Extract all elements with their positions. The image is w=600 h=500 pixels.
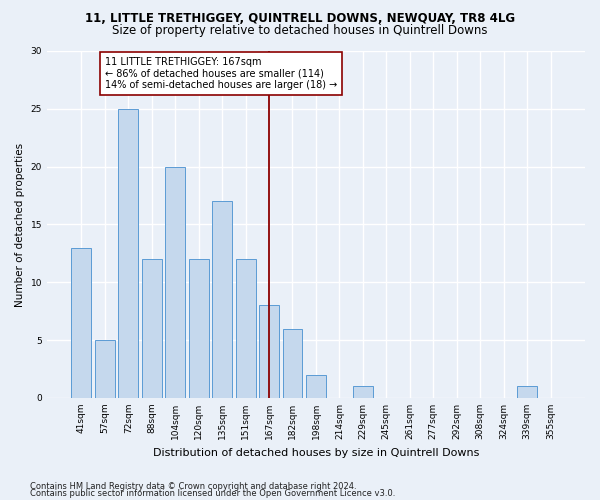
Bar — [71, 248, 91, 398]
Bar — [517, 386, 537, 398]
Text: Contains HM Land Registry data © Crown copyright and database right 2024.: Contains HM Land Registry data © Crown c… — [30, 482, 356, 491]
Bar — [142, 259, 162, 398]
Bar — [118, 109, 138, 398]
Bar — [259, 306, 279, 398]
Bar — [165, 166, 185, 398]
Bar — [236, 259, 256, 398]
Bar — [306, 375, 326, 398]
Bar — [212, 202, 232, 398]
Text: Size of property relative to detached houses in Quintrell Downs: Size of property relative to detached ho… — [112, 24, 488, 37]
X-axis label: Distribution of detached houses by size in Quintrell Downs: Distribution of detached houses by size … — [153, 448, 479, 458]
Bar — [283, 328, 302, 398]
Bar — [95, 340, 115, 398]
Text: 11 LITTLE TRETHIGGEY: 167sqm
← 86% of detached houses are smaller (114)
14% of s: 11 LITTLE TRETHIGGEY: 167sqm ← 86% of de… — [105, 57, 337, 90]
Y-axis label: Number of detached properties: Number of detached properties — [15, 142, 25, 306]
Text: 11, LITTLE TRETHIGGEY, QUINTRELL DOWNS, NEWQUAY, TR8 4LG: 11, LITTLE TRETHIGGEY, QUINTRELL DOWNS, … — [85, 12, 515, 26]
Bar — [188, 259, 209, 398]
Text: Contains public sector information licensed under the Open Government Licence v3: Contains public sector information licen… — [30, 489, 395, 498]
Bar — [353, 386, 373, 398]
